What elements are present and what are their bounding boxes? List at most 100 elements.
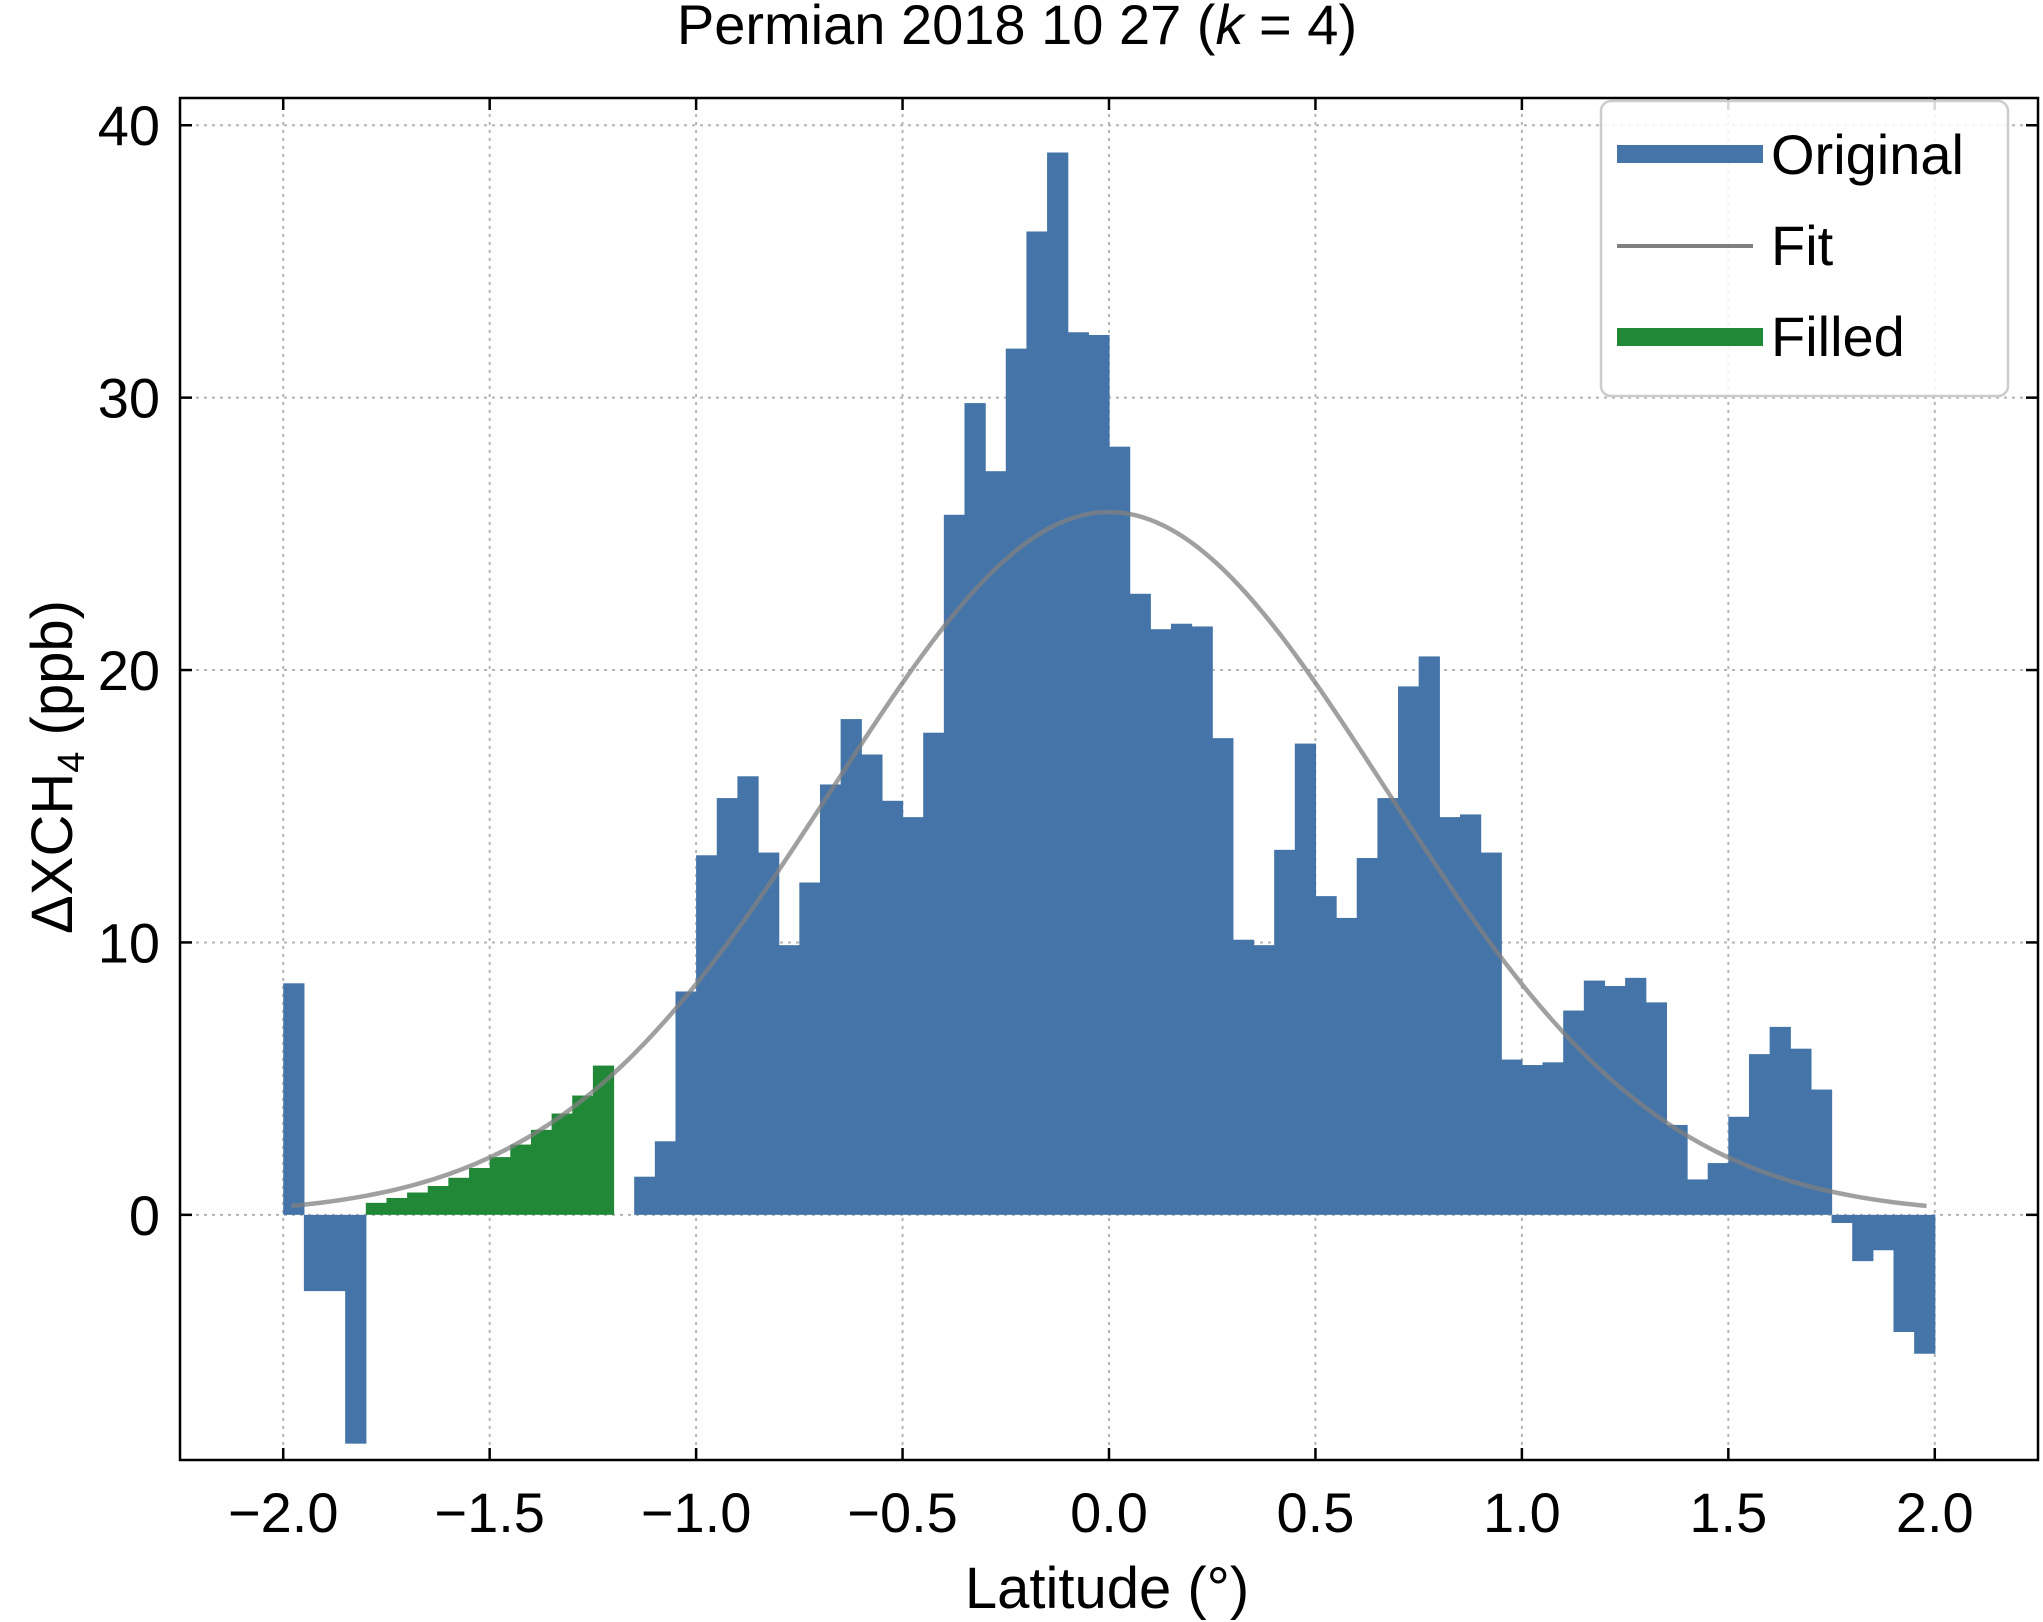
bar-original — [283, 983, 305, 1215]
bar-filled — [448, 1177, 470, 1215]
bar-filled — [365, 1202, 388, 1215]
bar-original — [1790, 1048, 1812, 1215]
bar-original — [303, 1214, 326, 1292]
bar-original — [758, 852, 780, 1215]
bar-original — [1005, 348, 1028, 1215]
legend-label-fit: Fit — [1771, 214, 1834, 277]
bar-filled — [489, 1157, 511, 1215]
y-tick-label: 0 — [129, 1184, 160, 1247]
bar-original — [1109, 446, 1131, 1215]
y-axis-label: ΔXCH4 (ppb) — [20, 600, 93, 934]
legend-swatch-filled — [1617, 328, 1763, 346]
bars — [283, 152, 1936, 1444]
bar-original — [1831, 1214, 1853, 1224]
bar-filled — [510, 1144, 532, 1215]
bar-original — [943, 514, 966, 1215]
bar-filled — [572, 1095, 594, 1215]
bar-original — [1274, 849, 1296, 1215]
bar-original — [1336, 917, 1358, 1215]
bar-original — [902, 817, 924, 1215]
bar-original — [1356, 858, 1378, 1215]
bar-original — [1315, 896, 1337, 1215]
x-tick-label: −2.0 — [228, 1481, 339, 1544]
bar-original — [861, 754, 883, 1215]
bar-filled — [551, 1113, 573, 1215]
bar-original — [1067, 332, 1089, 1215]
bar-original — [778, 945, 800, 1215]
bar-original — [1150, 629, 1172, 1215]
bar-original — [1418, 656, 1440, 1215]
bar-original — [324, 1214, 346, 1292]
bar-original — [985, 471, 1007, 1215]
bar-original — [1604, 986, 1626, 1215]
x-tick-label: −0.5 — [847, 1481, 958, 1544]
bar-filled — [407, 1192, 429, 1215]
bar-original — [819, 784, 842, 1215]
x-tick-label: 1.5 — [1689, 1481, 1767, 1544]
bar-original — [1666, 1124, 1688, 1215]
y-tick-label: 30 — [98, 367, 160, 430]
bar-original — [1047, 152, 1069, 1215]
legend: Original Fit Filled — [1599, 99, 2010, 398]
bar-original — [964, 403, 986, 1215]
bar-original — [1212, 738, 1234, 1215]
bar-original — [634, 1176, 656, 1215]
bar-original — [1253, 945, 1275, 1215]
bar-filled — [469, 1167, 491, 1215]
bar-original — [799, 882, 821, 1215]
y-tick-label: 20 — [98, 639, 160, 702]
bar-original — [1088, 334, 1110, 1215]
bar-original — [1852, 1214, 1874, 1262]
fit-curve-layer — [291, 509, 1927, 1209]
bar-filled — [386, 1197, 408, 1215]
y-tick-label: 10 — [98, 911, 160, 974]
bar-filled — [592, 1065, 615, 1215]
bar-original — [1480, 852, 1502, 1215]
bar-original — [923, 732, 945, 1215]
y-tick-label: 40 — [98, 94, 160, 157]
bar-original — [1563, 1010, 1585, 1215]
x-tick-label: 0.5 — [1277, 1481, 1355, 1544]
bar-original — [1294, 743, 1317, 1215]
bar-original — [1232, 939, 1255, 1215]
bar-original — [716, 798, 738, 1215]
bar-original — [1398, 686, 1420, 1215]
bar-original — [1645, 1002, 1667, 1215]
bar-original — [1748, 1054, 1771, 1215]
legend-swatch-original — [1617, 145, 1763, 163]
chart-title: Permian 2018 10 27 (k = 4) — [677, 0, 1357, 56]
bar-original — [1872, 1214, 1895, 1251]
bar-original — [1542, 1062, 1564, 1215]
bar-original — [696, 855, 718, 1215]
bar-filled — [530, 1129, 553, 1215]
fit-curve — [291, 509, 1927, 1209]
bar-original — [654, 1141, 677, 1215]
bar-original — [1129, 593, 1151, 1215]
bar-original — [1377, 798, 1399, 1215]
bar-original — [1439, 817, 1461, 1215]
bar-original — [1810, 1089, 1833, 1215]
x-tick-label: −1.0 — [641, 1481, 752, 1544]
bar-original — [675, 991, 697, 1215]
bar-original — [1026, 231, 1048, 1215]
x-tick-label: −1.5 — [434, 1481, 545, 1544]
bar-original — [881, 800, 904, 1215]
bar-original — [1769, 1026, 1791, 1215]
bar-original — [737, 776, 759, 1215]
legend-box — [1599, 99, 2010, 398]
x-tick-label: 0.0 — [1070, 1481, 1148, 1544]
bar-original — [1625, 977, 1647, 1215]
bar-original — [1501, 1059, 1523, 1215]
bar-original — [840, 719, 862, 1215]
bar-original — [1707, 1163, 1729, 1215]
bar-original — [1459, 814, 1482, 1215]
x-axis-label: Latitude (°) — [965, 1556, 1249, 1621]
bar-filled — [427, 1185, 449, 1215]
bar-original — [1728, 1116, 1750, 1215]
ticks: −2.0 −1.5 −1.0 −0.5 0.0 0.5 1.0 1.5 2.0 0 10 20 30 40 — [98, 94, 2038, 1544]
bar-original — [1583, 980, 1606, 1215]
legend-label-original: Original — [1771, 123, 1964, 186]
bar-original — [1191, 626, 1213, 1215]
bar-original — [1893, 1214, 1915, 1332]
